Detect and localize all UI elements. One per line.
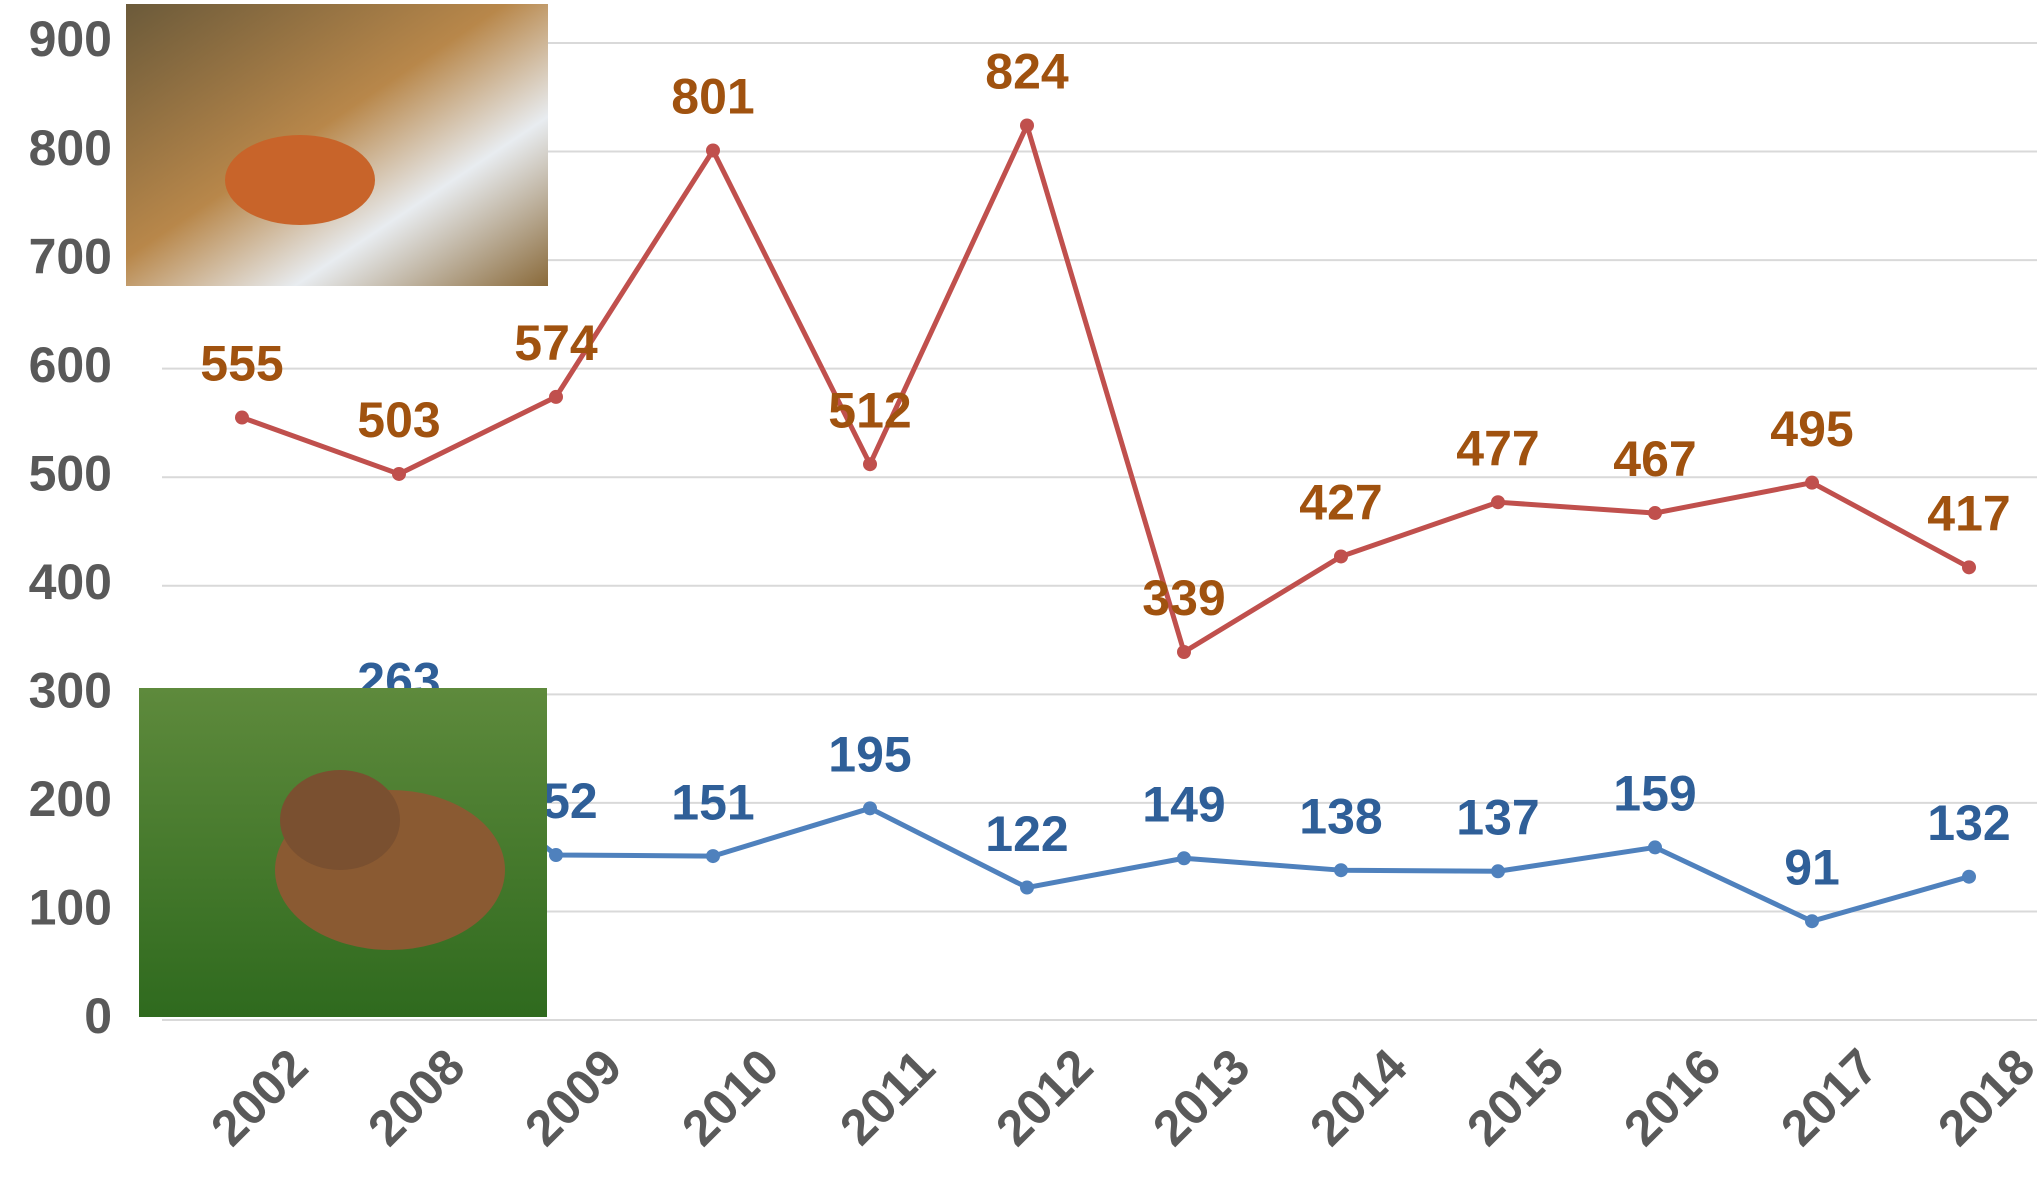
y-tick-label: 900 [29,11,112,67]
data-point [863,801,877,815]
data-point [549,390,563,404]
x-tick-label: 2002 [200,1038,318,1156]
data-point [1020,119,1034,133]
data-point [706,849,720,863]
data-label: 122 [985,806,1068,862]
data-point [1648,506,1662,520]
data-label: 477 [1456,420,1539,476]
data-point [235,411,249,425]
x-tick-label: 2016 [1613,1038,1731,1156]
data-label: 149 [1142,776,1225,832]
data-point [1962,870,1976,884]
data-point [1334,549,1348,563]
data-label: 512 [828,382,911,438]
data-label: 91 [1784,839,1840,895]
x-tick-label: 2014 [1299,1038,1417,1156]
data-label: 495 [1770,401,1853,457]
data-point [1805,914,1819,928]
data-label: 417 [1927,486,2010,542]
data-label: 339 [1142,570,1225,626]
data-point [392,467,406,481]
data-point [706,143,720,157]
data-point [1962,560,1976,574]
chart: 0 100 200 300 400 500 600 700 800 900 2002 2008 2009… [0,0,2037,1185]
data-point [549,848,563,862]
data-point [1805,476,1819,490]
data-label: 132 [1927,795,2010,851]
x-tick-label: 2009 [514,1038,632,1156]
x-tick-label: 2010 [671,1038,789,1156]
data-label: 137 [1456,789,1539,845]
data-point [1491,864,1505,878]
data-point [1334,863,1348,877]
data-point [1177,645,1191,659]
x-tick-label: 2018 [1927,1038,2037,1156]
data-label: 467 [1613,431,1696,487]
data-point [863,457,877,471]
data-label: 574 [514,315,598,371]
y-tick-label: 700 [29,228,112,284]
data-point [1491,495,1505,509]
x-tick-label: 2017 [1770,1038,1888,1156]
data-label: 427 [1299,475,1382,531]
data-label: 151 [671,774,754,830]
data-label: 801 [671,69,754,125]
y-tick-label: 500 [29,445,112,501]
x-tick-label: 2015 [1456,1038,1574,1156]
y-tick-label: 600 [29,337,112,393]
data-label: 195 [828,727,911,783]
hare-photo [139,688,547,1017]
data-label: 138 [1299,788,1382,844]
data-point [1177,851,1191,865]
x-tick-label: 2013 [1142,1038,1260,1156]
fox-photo [126,4,548,286]
y-tick-label: 800 [29,120,112,176]
x-tick-label: 2011 [829,1039,945,1155]
x-tick-label: 2008 [357,1038,475,1156]
data-label: 555 [200,336,283,392]
y-tick-label: 300 [29,663,112,719]
data-label: 824 [985,44,1069,100]
data-label: 503 [357,392,440,448]
y-tick-label: 100 [29,880,112,936]
data-point [1020,881,1034,895]
data-point [1648,840,1662,854]
y-tick-label: 200 [29,771,112,827]
data-label: 159 [1613,766,1696,822]
x-tick-label: 2012 [985,1038,1103,1156]
y-tick-label: 400 [29,554,112,610]
y-tick-label: 0 [84,988,112,1044]
